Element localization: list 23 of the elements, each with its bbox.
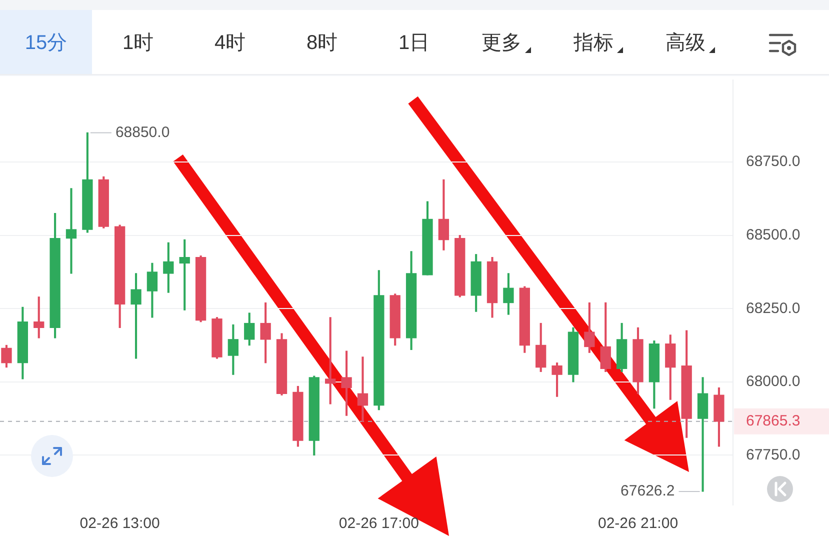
text: 1日 xyxy=(398,30,430,56)
text: 更多 xyxy=(482,30,522,56)
text: 高级 xyxy=(666,30,706,56)
text: 4时 xyxy=(214,30,246,56)
x-tick-label: 02-26 17:00 xyxy=(338,515,419,532)
candlestick xyxy=(697,377,708,492)
candlestick xyxy=(325,317,336,404)
x-tick-label: 02-26 21:00 xyxy=(598,515,678,532)
y-tick-label: 68250.0 xyxy=(746,300,800,317)
text: 指标 xyxy=(574,30,614,56)
y-tick-label: 67750.0 xyxy=(746,446,800,464)
candlestick xyxy=(357,356,368,422)
text: 8时 xyxy=(306,30,338,56)
annotation: 67626.2 xyxy=(620,482,675,500)
candlestick xyxy=(66,188,77,274)
x-tick-label: 02-26 13:00 xyxy=(80,515,160,532)
text: 15分 xyxy=(24,30,68,56)
text: 1时 xyxy=(122,30,154,56)
annotation: 68850.0 xyxy=(115,124,170,141)
y-tick-label: 68500.0 xyxy=(746,226,800,244)
y-tick-label: 68000.0 xyxy=(746,373,800,390)
y-tick-label: 68750.0 xyxy=(746,153,800,170)
ref-line-label: 67865.3 xyxy=(746,412,800,430)
